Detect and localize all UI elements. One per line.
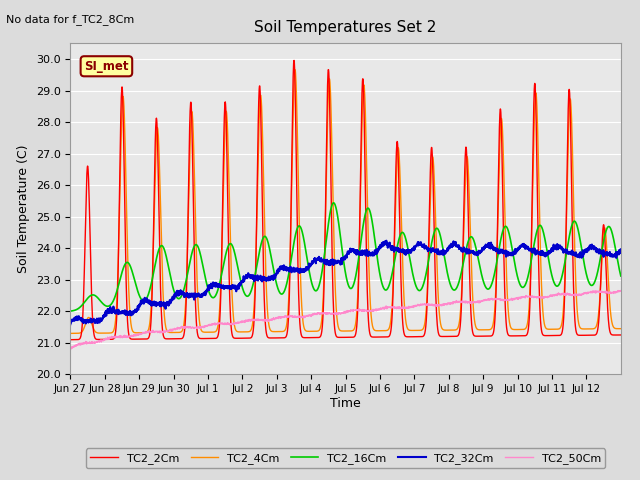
TC2_16Cm [543, 245, 550, 251]
Line: TC2_50Cm: TC2_50Cm [70, 290, 621, 350]
TC2_4Cm [379, 328, 387, 334]
TC2_16Cm [617, 273, 625, 279]
TC2_16Cm [609, 234, 617, 240]
TC2_32Cm [511, 251, 519, 257]
TC2_50Cm [240, 319, 248, 324]
Legend: TC2_2Cm, TC2_4Cm, TC2_16Cm, TC2_32Cm, TC2_50Cm: TC2_2Cm, TC2_4Cm, TC2_16Cm, TC2_32Cm, TC… [86, 448, 605, 468]
TC2_4Cm [617, 326, 625, 332]
TC2_16Cm [379, 283, 387, 289]
TC2_2Cm [543, 333, 550, 338]
TC2_32Cm [383, 238, 390, 243]
TC2_16Cm [122, 261, 129, 266]
X-axis label: Time: Time [330, 397, 361, 410]
TC2_50Cm [379, 305, 387, 311]
Title: Soil Temperatures Set 2: Soil Temperatures Set 2 [255, 20, 436, 35]
TC2_4Cm [240, 329, 248, 335]
TC2_50Cm [617, 288, 625, 293]
TC2_4Cm [291, 67, 299, 72]
TC2_2Cm [511, 333, 519, 339]
TC2_50Cm [67, 347, 74, 353]
TC2_2Cm [67, 337, 74, 343]
Line: TC2_16Cm: TC2_16Cm [70, 203, 621, 311]
TC2_50Cm [617, 288, 625, 293]
TC2_32Cm [543, 252, 550, 258]
TC2_2Cm [617, 332, 625, 338]
TC2_4Cm [511, 327, 519, 333]
TC2_2Cm [291, 58, 298, 63]
TC2_16Cm [330, 200, 337, 206]
Text: SI_met: SI_met [84, 60, 129, 73]
TC2_32Cm [240, 278, 248, 284]
TC2_50Cm [609, 289, 617, 295]
TC2_50Cm [542, 294, 550, 300]
TC2_4Cm [609, 324, 617, 329]
TC2_16Cm [240, 290, 248, 296]
TC2_2Cm [240, 336, 248, 341]
TC2_32Cm [67, 321, 74, 327]
TC2_2Cm [379, 334, 387, 340]
TC2_16Cm [67, 308, 74, 314]
Line: TC2_4Cm: TC2_4Cm [70, 70, 621, 334]
TC2_50Cm [511, 296, 519, 301]
Line: TC2_2Cm: TC2_2Cm [70, 60, 621, 340]
TC2_50Cm [122, 333, 129, 338]
TC2_32Cm [122, 309, 129, 315]
TC2_2Cm [609, 332, 617, 338]
Text: No data for f_TC2_8Cm: No data for f_TC2_8Cm [6, 14, 134, 25]
TC2_2Cm [122, 241, 129, 247]
TC2_4Cm [67, 331, 74, 336]
TC2_4Cm [122, 152, 129, 158]
Line: TC2_32Cm: TC2_32Cm [70, 240, 621, 324]
TC2_4Cm [543, 326, 550, 332]
TC2_32Cm [617, 246, 625, 252]
TC2_32Cm [609, 254, 617, 260]
Y-axis label: Soil Temperature (C): Soil Temperature (C) [17, 144, 30, 273]
TC2_16Cm [511, 264, 519, 270]
TC2_32Cm [379, 242, 387, 248]
